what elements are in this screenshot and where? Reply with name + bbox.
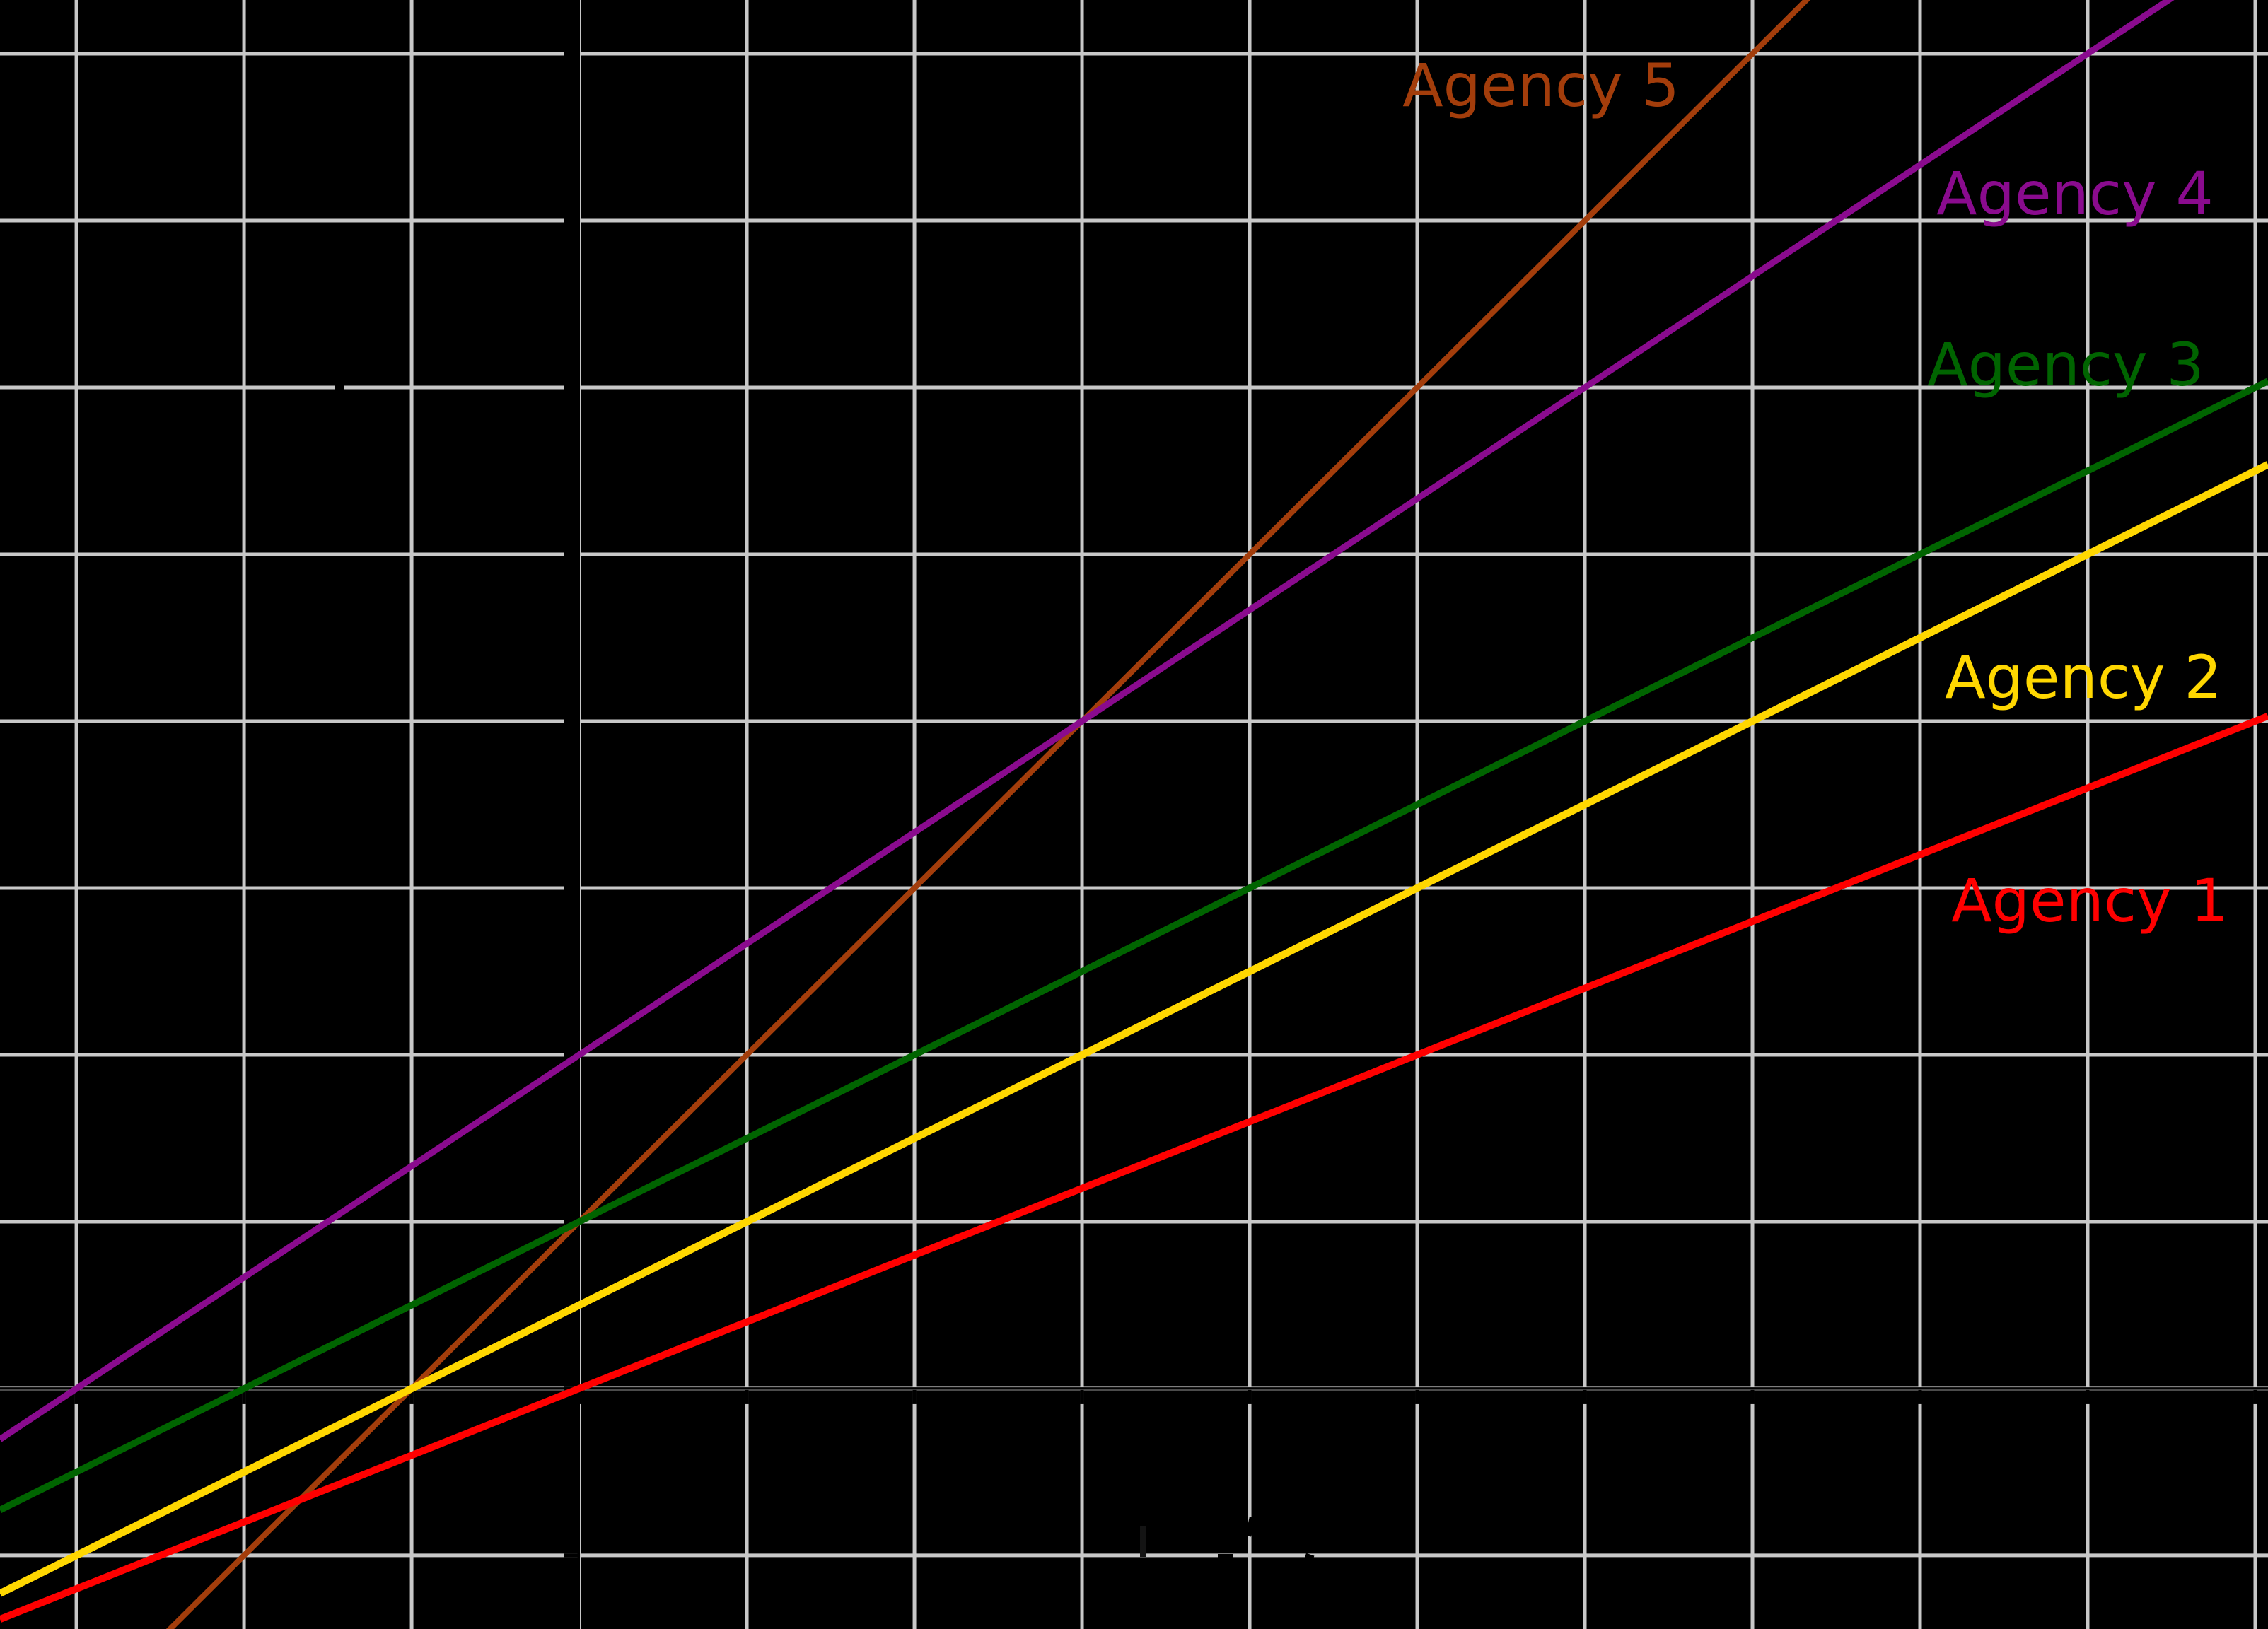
series-label-agency-3: Agency 3 — [1927, 330, 2204, 399]
series-label-agency-5: Agency 5 — [1402, 51, 1680, 120]
series-label-agency-2: Agency 2 — [1945, 643, 2222, 712]
series-line-agency-4 — [0, 0, 2175, 1442]
series-line-agency-1 — [0, 713, 2268, 1623]
hidden-text-fragment — [335, 385, 344, 392]
hidden-text-fragment — [1140, 1526, 1146, 1557]
series-line-agency-3 — [0, 378, 2268, 1513]
tick-marks — [74, 52, 2257, 1558]
series-labels: Agency 5 Agency 4 Agency 3 Agency 2 Agency 1 — [1402, 51, 2228, 935]
series-label-agency-1: Agency 1 — [1951, 866, 2228, 935]
hidden-text-fragment — [1245, 1517, 1255, 1537]
hidden-text-fragment — [1301, 1553, 1315, 1572]
hidden-black-text-fragments — [335, 385, 1315, 1572]
series-line-agency-2 — [0, 461, 2268, 1597]
series-label-agency-4: Agency 4 — [1936, 159, 2214, 228]
hidden-text-fragment — [1218, 1554, 1233, 1561]
